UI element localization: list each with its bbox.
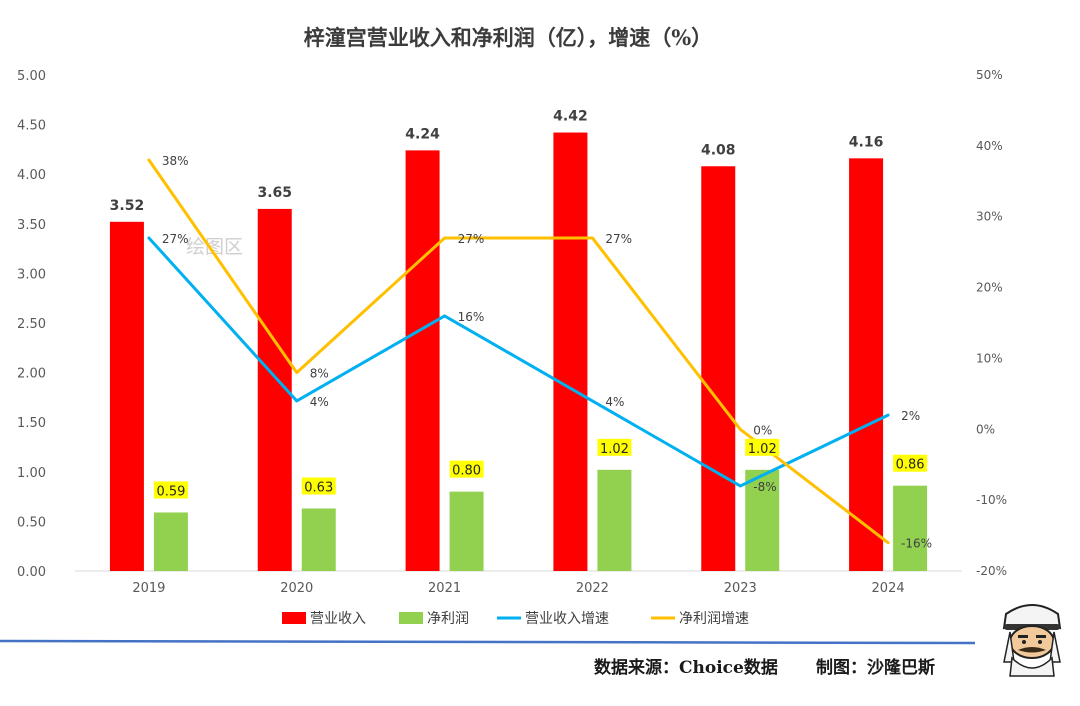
revenue-data-label: 4.08 (701, 142, 736, 158)
x-axis-category-label: 2024 (872, 581, 905, 596)
x-axis-category-label: 2020 (280, 581, 313, 596)
left-axis-tick-label: 3.50 (17, 218, 46, 233)
net-profit-label-highlight (745, 438, 780, 456)
right-axis-tick-label: -10% (976, 493, 1007, 507)
net-profit-growth-label: 0% (753, 423, 772, 437)
net-profit-growth-label: 27% (458, 232, 485, 246)
author-avatar-icon (1002, 604, 1062, 677)
net-profit-bar (893, 485, 928, 571)
revenue-data-label: 3.65 (257, 185, 292, 201)
left-axis-tick-label: 5.00 (17, 69, 46, 84)
x-axis-category-label: 2023 (724, 581, 757, 596)
revenue-bar (553, 132, 588, 571)
footer-divider (0, 639, 976, 645)
chart-title: 梓潼宫营业收入和净利润（亿），增速（%） (304, 25, 712, 50)
legend-entry-label: 净利润 (427, 611, 469, 627)
net-profit-data-label: 0.86 (896, 458, 925, 473)
author-credit-text: 制图：沙隆巴斯 (816, 657, 935, 678)
right-axis-tick-label: 0% (976, 422, 995, 436)
revenue-growth-label: 16% (458, 310, 485, 324)
revenue-growth-label: 4% (605, 395, 624, 409)
bars-layer (109, 132, 928, 572)
revenue-bar (701, 166, 736, 572)
net-profit-data-label: 1.02 (600, 442, 629, 457)
net-profit-growth-label: -16% (901, 537, 932, 551)
left-axis-tick-label: 0.00 (17, 565, 46, 580)
right-axis-tick-label: 20% (976, 281, 1003, 295)
revenue-bar (849, 158, 884, 571)
net-profit-growth-label: 27% (605, 232, 632, 246)
legend-swatch-bar (399, 612, 423, 624)
net-profit-data-label: 0.63 (304, 481, 333, 496)
left-axis-tick-label: 2.50 (17, 317, 46, 332)
legend-entry-label: 营业收入增速 (525, 611, 609, 627)
net-profit-bar (301, 508, 336, 571)
left-axis-tick-label: 0.50 (17, 515, 46, 530)
legend-swatch-bar (282, 612, 306, 624)
revenue-bar (405, 150, 440, 571)
plot-area-watermark: 绘图区 (186, 236, 243, 258)
revenue-data-label: 3.52 (110, 198, 145, 214)
right-axis: -20% -10% 0% 10% 20% 30% 40% 50% (976, 68, 1007, 578)
net-profit-label-highlight (449, 460, 484, 478)
left-axis: 0.00 0.50 1.00 1.50 2.00 2.50 3.00 3.50 4.00 4.50… (17, 69, 46, 580)
left-axis-tick-label: 4.00 (17, 168, 46, 183)
right-axis-tick-label: 30% (976, 210, 1003, 224)
right-axis-tick-label: -20% (976, 564, 1007, 578)
x-axis-category-label: 2021 (428, 581, 461, 596)
revenue-growth-label: 4% (310, 395, 329, 409)
right-axis-tick-label: 10% (976, 351, 1003, 365)
net-profit-growth-label: 38% (162, 154, 189, 168)
x-axis-category-label: 2022 (576, 581, 609, 596)
revenue-growth-line (147, 236, 890, 488)
net-profit-label-highlight (893, 454, 928, 472)
left-axis-tick-label: 3.00 (17, 267, 46, 282)
labels-layer: 3.52 3.65 4.24 4.42 4.08 4.16 0.59 0.63 0.80 1.02… (110, 109, 932, 551)
left-axis-tick-label: 4.50 (17, 119, 46, 134)
legend-entry-label: 营业收入 (310, 611, 366, 627)
net-profit-bar (745, 469, 780, 571)
net-profit-data-label: 1.02 (748, 442, 777, 457)
net-profit-data-label: 0.80 (452, 464, 481, 479)
net-profit-bar (597, 469, 632, 571)
left-axis-tick-label: 1.50 (17, 416, 46, 431)
net-profit-data-label: 0.59 (156, 484, 185, 499)
right-axis-tick-label: 50% (976, 68, 1003, 82)
revenue-data-label: 4.16 (849, 134, 884, 150)
net-profit-label-highlight (153, 481, 188, 499)
legend-entry-label: 净利润增速 (679, 611, 749, 627)
net-profit-label-highlight (597, 438, 632, 456)
revenue-data-label: 4.42 (553, 109, 588, 125)
revenue-growth-label: 27% (162, 232, 189, 246)
legend: 营业收入 净利润 营业收入增速 净利润增速 (282, 611, 749, 627)
revenue-growth-label: -8% (753, 480, 776, 494)
left-axis-tick-label: 1.00 (17, 466, 46, 481)
x-axis: 2019 2020 2021 2022 2023 2024 (132, 581, 904, 596)
net-profit-label-highlight (301, 477, 336, 495)
revenue-bar (109, 221, 144, 572)
right-axis-tick-label: 40% (976, 139, 1003, 153)
data-source-text: 数据来源：Choice数据 (594, 657, 778, 678)
revenue-data-label: 4.24 (405, 126, 440, 142)
left-axis-tick-label: 2.00 (17, 367, 46, 382)
net-profit-bar (153, 512, 188, 571)
net-profit-bar (449, 491, 484, 571)
revenue-growth-label: 2% (901, 409, 920, 423)
net-profit-growth-label: 8% (310, 367, 329, 381)
x-axis-category-label: 2019 (132, 581, 165, 596)
